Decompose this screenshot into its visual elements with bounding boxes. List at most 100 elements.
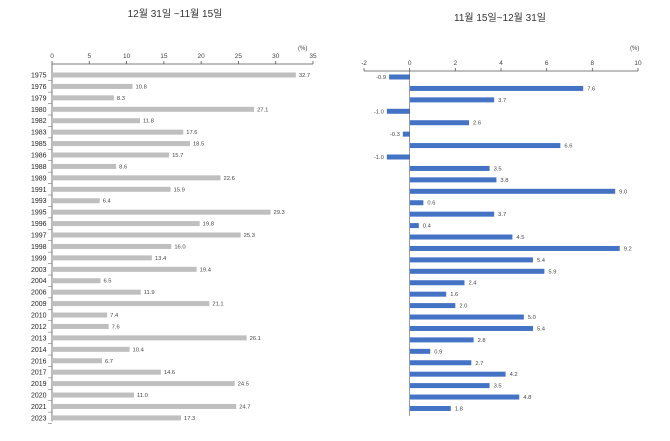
right-value-label: 9.0 (619, 189, 627, 195)
left-value-label: 11.0 (137, 393, 148, 399)
left-bar (52, 163, 117, 169)
left-value-label: 7.6 (112, 324, 120, 330)
left-tick-label: 35 (309, 53, 317, 60)
right-value-label: 2.8 (478, 338, 486, 344)
right-value-label: 1.8 (455, 406, 463, 412)
left-bar (52, 152, 170, 158)
left-value-label: 18.5 (193, 142, 204, 148)
left-value-label: 7.4 (110, 313, 119, 319)
right-value-label: 5.4 (537, 258, 546, 264)
right-bar (409, 120, 470, 126)
right-value-label: 9.2 (624, 246, 632, 252)
right-bar (409, 268, 545, 274)
year-label: 1993 (31, 198, 47, 205)
right-value-label: 4.2 (510, 372, 518, 378)
right-bar (409, 360, 472, 366)
year-label: 2019 (31, 381, 47, 388)
year-label: 2021 (31, 404, 47, 411)
year-label: 1997 (31, 233, 47, 240)
left-value-label: 29.3 (273, 210, 284, 216)
left-bar (52, 232, 241, 238)
right-value-label: -0.9 (376, 75, 386, 81)
year-label: 2014 (31, 347, 47, 354)
left-unit-label: (%) (298, 46, 307, 52)
left-bar (52, 118, 140, 124)
left-value-label: 8.3 (117, 96, 125, 102)
left-bar (52, 106, 255, 112)
year-label: 1982 (31, 118, 47, 125)
right-tick-label: 8 (591, 60, 595, 67)
right-tick-label: 0 (408, 60, 412, 67)
year-label: 2003 (31, 267, 47, 274)
right-value-label: 3.7 (498, 212, 506, 218)
left-bar (52, 335, 247, 341)
left-bar-chart: 0 5 10 15 20 25 30 35 1975 32.7 1976 10.8 1979 8.3 198… (31, 53, 317, 424)
right-value-label: 2.4 (468, 281, 477, 287)
right-bar (409, 303, 456, 309)
year-label: 1995 (31, 210, 47, 217)
right-value-label: 5.0 (528, 315, 536, 321)
left-bar (52, 369, 161, 375)
left-bar (52, 72, 296, 78)
right-value-label: 1.6 (450, 292, 458, 298)
left-bar (52, 415, 182, 421)
left-bar (52, 278, 101, 284)
right-value-label: 0.4 (423, 224, 432, 230)
right-value-label: 3.8 (500, 178, 508, 184)
left-tick-label: 30 (272, 53, 280, 60)
left-value-label: 11.8 (143, 119, 154, 125)
right-bar (409, 143, 561, 149)
right-value-label: -1.0 (374, 109, 384, 115)
year-label: 1989 (31, 175, 47, 182)
left-value-label: 19.8 (203, 222, 214, 228)
left-value-label: 17.6 (186, 130, 197, 136)
year-label: 1976 (31, 84, 47, 91)
year-label: 1979 (31, 95, 47, 102)
year-label: 1996 (31, 221, 47, 228)
left-tick-label: 5 (87, 53, 91, 60)
right-value-label: 2.6 (473, 121, 481, 127)
left-chart-title: 12월 31일 ~11월 15일 (128, 8, 223, 20)
left-bar (52, 95, 114, 101)
right-value-label: 0.9 (434, 349, 442, 355)
right-bar (386, 108, 410, 114)
right-bar (386, 154, 410, 160)
left-value-label: 13.4 (155, 256, 167, 262)
year-label: 1983 (31, 130, 47, 137)
right-bar (409, 314, 524, 320)
left-bar (52, 175, 221, 181)
right-value-label: 0.6 (427, 201, 435, 207)
year-label: 2017 (31, 370, 47, 377)
left-value-label: 19.4 (200, 267, 212, 273)
left-bar (52, 312, 108, 318)
right-value-label: -0.3 (390, 132, 400, 138)
year-label: 1985 (31, 141, 47, 148)
right-bar (409, 165, 490, 171)
left-bar (52, 186, 171, 192)
right-value-label: 5.4 (537, 326, 546, 332)
right-bar (409, 97, 495, 103)
right-bar (409, 223, 419, 229)
right-value-label: 5.9 (548, 269, 556, 275)
left-bar (52, 358, 102, 364)
year-label: 2004 (31, 278, 47, 285)
right-tick-label: 2 (454, 60, 458, 67)
left-value-label: 16.0 (174, 244, 185, 250)
left-bar (52, 289, 141, 295)
left-value-label: 26.1 (250, 336, 261, 342)
right-bar (409, 348, 431, 354)
right-value-label: 2.7 (475, 361, 483, 367)
right-value-label: 3.5 (494, 166, 502, 172)
right-tick-label: 10 (634, 60, 642, 67)
year-label: 2016 (31, 358, 47, 365)
year-label: 2009 (31, 301, 47, 308)
right-value-label: 3.5 (494, 384, 502, 390)
right-unit-label: (%) (630, 46, 639, 52)
right-bar (409, 200, 424, 206)
right-bar (409, 280, 465, 286)
right-bar (409, 394, 520, 400)
right-bar (409, 257, 533, 263)
right-bar (409, 245, 620, 251)
left-value-label: 10.8 (136, 84, 147, 90)
year-label: 1999 (31, 255, 47, 262)
